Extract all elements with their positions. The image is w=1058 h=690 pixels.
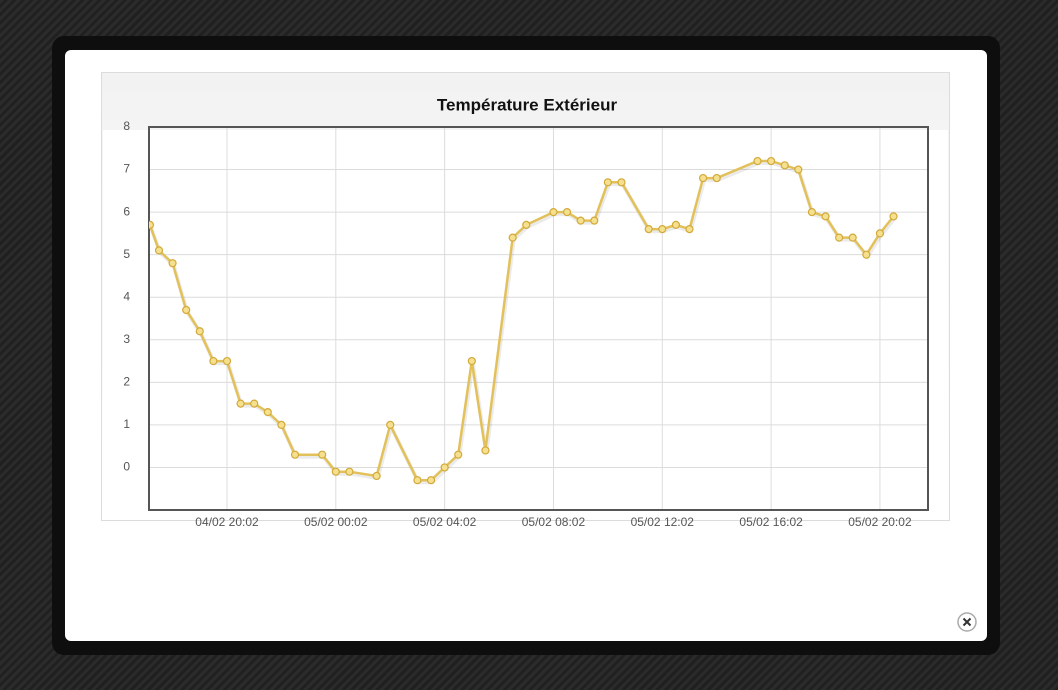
data-point bbox=[290, 450, 300, 459]
y-tick-label: 4 bbox=[123, 289, 130, 303]
data-point bbox=[426, 476, 436, 485]
data-point bbox=[277, 420, 286, 429]
data-point bbox=[182, 305, 191, 315]
y-tick-label: 3 bbox=[123, 332, 130, 346]
data-point bbox=[671, 220, 680, 229]
data-point bbox=[590, 216, 599, 225]
data-point bbox=[454, 450, 463, 459]
y-tick-label: 5 bbox=[123, 247, 130, 261]
data-point bbox=[413, 476, 422, 485]
plot-border bbox=[148, 126, 929, 511]
data-point bbox=[386, 420, 395, 429]
data-point bbox=[712, 173, 721, 183]
x-tick-label: 05/02 16:02 bbox=[739, 515, 803, 529]
data-point bbox=[331, 467, 340, 476]
data-point bbox=[780, 161, 789, 170]
data-point bbox=[149, 220, 155, 229]
data-point bbox=[522, 220, 531, 229]
data-point bbox=[644, 225, 653, 234]
x-tick-label: 05/02 08:02 bbox=[522, 515, 586, 529]
data-point bbox=[562, 208, 572, 217]
data-point bbox=[889, 212, 898, 221]
x-tick-label: 05/02 20:02 bbox=[848, 515, 912, 529]
data-point bbox=[345, 467, 354, 476]
close-icon[interactable] bbox=[962, 617, 972, 627]
data-point bbox=[875, 229, 885, 238]
data-point bbox=[603, 178, 612, 187]
data-point bbox=[508, 233, 517, 242]
chart-body bbox=[103, 130, 948, 519]
data-point bbox=[195, 327, 204, 336]
x-tick-label: 05/02 00:02 bbox=[304, 515, 368, 529]
data-point bbox=[168, 259, 177, 268]
data-point bbox=[685, 225, 694, 234]
series bbox=[149, 156, 898, 485]
x-tick-label: 05/02 04:02 bbox=[413, 515, 477, 529]
x-tick-label: 04/02 20:02 bbox=[195, 515, 259, 529]
data-point bbox=[549, 208, 558, 217]
y-tick-label: 6 bbox=[123, 204, 130, 218]
data-point bbox=[658, 225, 667, 234]
data-point bbox=[481, 446, 490, 455]
y-tick-label: 0 bbox=[123, 460, 130, 474]
data-point bbox=[835, 233, 844, 242]
data-point bbox=[372, 471, 381, 481]
data-point bbox=[862, 250, 871, 259]
data-point bbox=[318, 450, 327, 459]
y-tick-label: 7 bbox=[123, 162, 130, 176]
data-point bbox=[263, 408, 272, 417]
data-point bbox=[154, 246, 164, 255]
data-point bbox=[209, 356, 218, 366]
data-point bbox=[753, 156, 762, 166]
data-point bbox=[576, 216, 585, 225]
y-tick-label: 8 bbox=[123, 119, 130, 133]
data-point bbox=[807, 208, 817, 217]
data-point bbox=[440, 463, 449, 472]
y-tick-label: 1 bbox=[123, 417, 130, 431]
y-tick-label: 2 bbox=[123, 375, 130, 389]
data-point bbox=[467, 356, 476, 366]
data-point bbox=[821, 212, 830, 221]
data-point bbox=[848, 233, 857, 242]
data-point bbox=[236, 399, 245, 408]
chart-title: Température Extérieur bbox=[437, 95, 618, 114]
data-point bbox=[794, 165, 803, 174]
data-point bbox=[617, 178, 626, 187]
data-point bbox=[767, 156, 776, 166]
x-tick-label: 05/02 12:02 bbox=[631, 515, 695, 529]
close-button[interactable] bbox=[957, 612, 977, 632]
data-point bbox=[698, 173, 708, 183]
data-point bbox=[222, 356, 232, 366]
data-point bbox=[250, 399, 259, 408]
